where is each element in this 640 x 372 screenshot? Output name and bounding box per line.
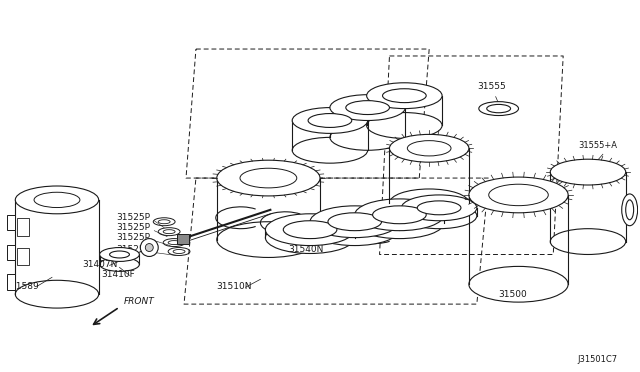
Text: 31555: 31555 — [477, 82, 506, 91]
Ellipse shape — [390, 134, 469, 162]
Bar — [17, 247, 29, 265]
Ellipse shape — [479, 102, 518, 116]
Ellipse shape — [367, 83, 442, 109]
Text: FRONT: FRONT — [124, 297, 154, 306]
Text: 31525P: 31525P — [116, 213, 150, 222]
Ellipse shape — [15, 280, 99, 308]
Text: 31510N: 31510N — [216, 282, 252, 291]
Ellipse shape — [401, 195, 477, 221]
Ellipse shape — [145, 244, 153, 251]
Ellipse shape — [330, 125, 405, 150]
Bar — [7, 244, 15, 260]
Text: 31540N: 31540N — [288, 244, 324, 253]
Text: J31501C7: J31501C7 — [578, 355, 618, 364]
Ellipse shape — [401, 203, 477, 229]
Ellipse shape — [621, 194, 637, 226]
Bar — [177, 234, 189, 244]
Ellipse shape — [550, 159, 626, 185]
Ellipse shape — [15, 186, 99, 214]
Text: 31410F: 31410F — [102, 270, 136, 279]
Text: 31407N: 31407N — [82, 260, 117, 269]
Ellipse shape — [266, 214, 355, 246]
Ellipse shape — [310, 214, 399, 246]
Ellipse shape — [140, 238, 158, 256]
Ellipse shape — [330, 95, 405, 121]
Ellipse shape — [100, 257, 140, 271]
Ellipse shape — [550, 229, 626, 254]
Bar — [17, 218, 29, 235]
Ellipse shape — [308, 113, 352, 128]
Ellipse shape — [109, 251, 129, 258]
Ellipse shape — [487, 105, 511, 113]
Bar — [7, 215, 15, 230]
Ellipse shape — [328, 213, 381, 231]
Ellipse shape — [217, 160, 320, 196]
Ellipse shape — [266, 222, 355, 253]
Text: 31435X: 31435X — [394, 205, 429, 214]
Ellipse shape — [417, 201, 461, 215]
Text: 31525P: 31525P — [116, 244, 150, 253]
Ellipse shape — [626, 200, 634, 220]
Text: 31589: 31589 — [10, 282, 39, 291]
Ellipse shape — [383, 89, 426, 103]
Ellipse shape — [355, 207, 444, 238]
Ellipse shape — [469, 177, 568, 213]
Ellipse shape — [100, 247, 140, 262]
Ellipse shape — [390, 189, 469, 217]
Text: 31525P: 31525P — [116, 223, 150, 232]
Bar — [7, 274, 15, 290]
Ellipse shape — [469, 266, 568, 302]
Ellipse shape — [310, 206, 399, 238]
Ellipse shape — [292, 137, 367, 163]
Ellipse shape — [217, 222, 320, 257]
Ellipse shape — [284, 221, 337, 238]
Text: 31500: 31500 — [499, 290, 527, 299]
Text: 31525P: 31525P — [116, 232, 150, 241]
Ellipse shape — [346, 101, 390, 115]
Text: 31555+A: 31555+A — [578, 141, 617, 150]
Ellipse shape — [372, 206, 426, 224]
Ellipse shape — [355, 199, 444, 231]
Ellipse shape — [292, 108, 367, 134]
Ellipse shape — [367, 113, 442, 138]
